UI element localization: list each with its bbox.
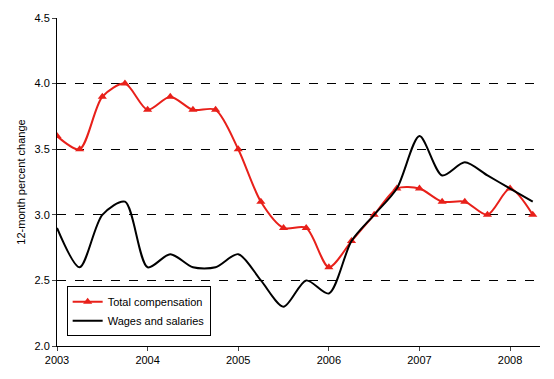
svg-text:3.0: 3.0 — [35, 209, 50, 221]
svg-text:2006: 2006 — [317, 354, 341, 366]
svg-text:2003: 2003 — [45, 354, 69, 366]
svg-text:12-month percent change: 12-month percent change — [15, 119, 27, 244]
svg-text:3.5: 3.5 — [35, 143, 50, 155]
svg-text:2005: 2005 — [226, 354, 250, 366]
svg-text:2008: 2008 — [498, 354, 522, 366]
svg-text:4.5: 4.5 — [35, 12, 50, 24]
svg-text:2.5: 2.5 — [35, 274, 50, 286]
svg-text:2004: 2004 — [135, 354, 159, 366]
svg-text:Wages and salaries: Wages and salaries — [108, 315, 205, 327]
svg-text:Total compensation: Total compensation — [108, 296, 203, 308]
svg-text:2.0: 2.0 — [35, 340, 50, 352]
svg-text:2007: 2007 — [407, 354, 431, 366]
svg-text:4.0: 4.0 — [35, 77, 50, 89]
